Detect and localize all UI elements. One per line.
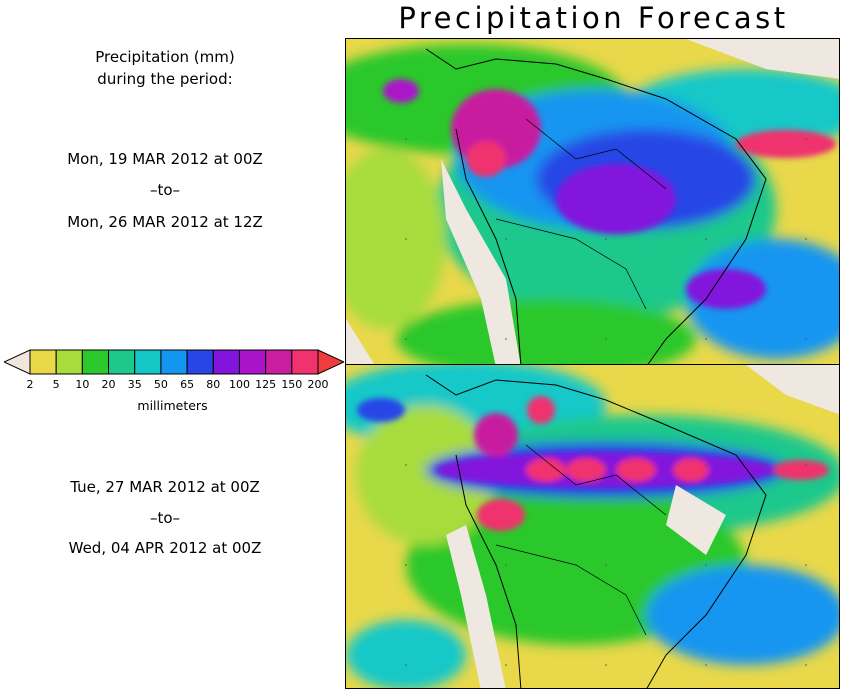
colorbar-bin	[134, 349, 162, 375]
colorbar-bin	[29, 349, 57, 375]
colorbar-bin	[291, 349, 319, 375]
colorbar-tick-label: 80	[206, 378, 221, 391]
colorbar-bin	[212, 349, 240, 375]
period1-end: Mon, 26 MAR 2012 at 12Z	[67, 213, 263, 231]
colorbar-tick-label: 35	[127, 378, 142, 391]
dry-coast-region	[446, 525, 506, 688]
coastline	[425, 48, 767, 365]
coastline	[425, 374, 767, 688]
colorbar-bin	[108, 349, 136, 375]
forecast-map-period1	[345, 38, 840, 366]
colorbar-tick-label: 10	[75, 378, 90, 391]
colorbar-tick-label: 5	[52, 378, 60, 391]
period2-start: Tue, 27 MAR 2012 at 00Z	[70, 478, 260, 496]
dry-north-region	[686, 39, 839, 79]
colorbar-bin	[81, 349, 110, 375]
colorbar-bin	[238, 349, 267, 375]
colorbar-tick-label: 200	[307, 378, 329, 391]
legend-heading-line2: during the period:	[97, 70, 233, 88]
period2-separator: –to–	[149, 509, 181, 527]
colorbar	[4, 349, 344, 375]
legend-heading: Precipitation (mm) during the period:	[0, 46, 330, 90]
period1-separator: –to–	[149, 181, 181, 199]
forecast-map-period2	[345, 364, 840, 689]
grid-dots	[405, 464, 807, 666]
colorbar-tick-label: 100	[228, 378, 250, 391]
legend-heading-line1: Precipitation (mm)	[95, 48, 235, 66]
dry-coast-region	[441, 159, 521, 365]
page-title: Precipitation Forecast	[398, 1, 789, 35]
colorbar-bin	[265, 349, 293, 375]
forecast-map-period2-svg	[346, 365, 839, 688]
colorbar-tick-label: 2	[26, 378, 34, 391]
colorbar-low-arrow	[4, 349, 31, 375]
colorbar-tick-label: 65	[180, 378, 195, 391]
dry-northeast-region	[666, 485, 726, 555]
colorbar-tick-label: 150	[281, 378, 303, 391]
colorbar-tick-label: 20	[101, 378, 116, 391]
period1-start: Mon, 19 MAR 2012 at 00Z	[67, 150, 263, 168]
colorbar-unit: millimeters	[137, 398, 208, 413]
colorbar-high-arrow	[317, 349, 344, 375]
grid-dots	[405, 138, 807, 340]
colorbar-tick-label: 50	[153, 378, 168, 391]
period2-end: Wed, 04 APR 2012 at 00Z	[68, 539, 262, 557]
colorbar-tick-label: 125	[255, 378, 277, 391]
colorbar-bin	[186, 349, 214, 375]
forecast-map-period1-svg	[346, 39, 839, 365]
colorbar-bin	[160, 349, 188, 375]
colorbar-ticks: 2 5 10 20 35 50 65 80 100 125 150 200	[0, 378, 345, 394]
colorbar-bin	[55, 349, 83, 375]
